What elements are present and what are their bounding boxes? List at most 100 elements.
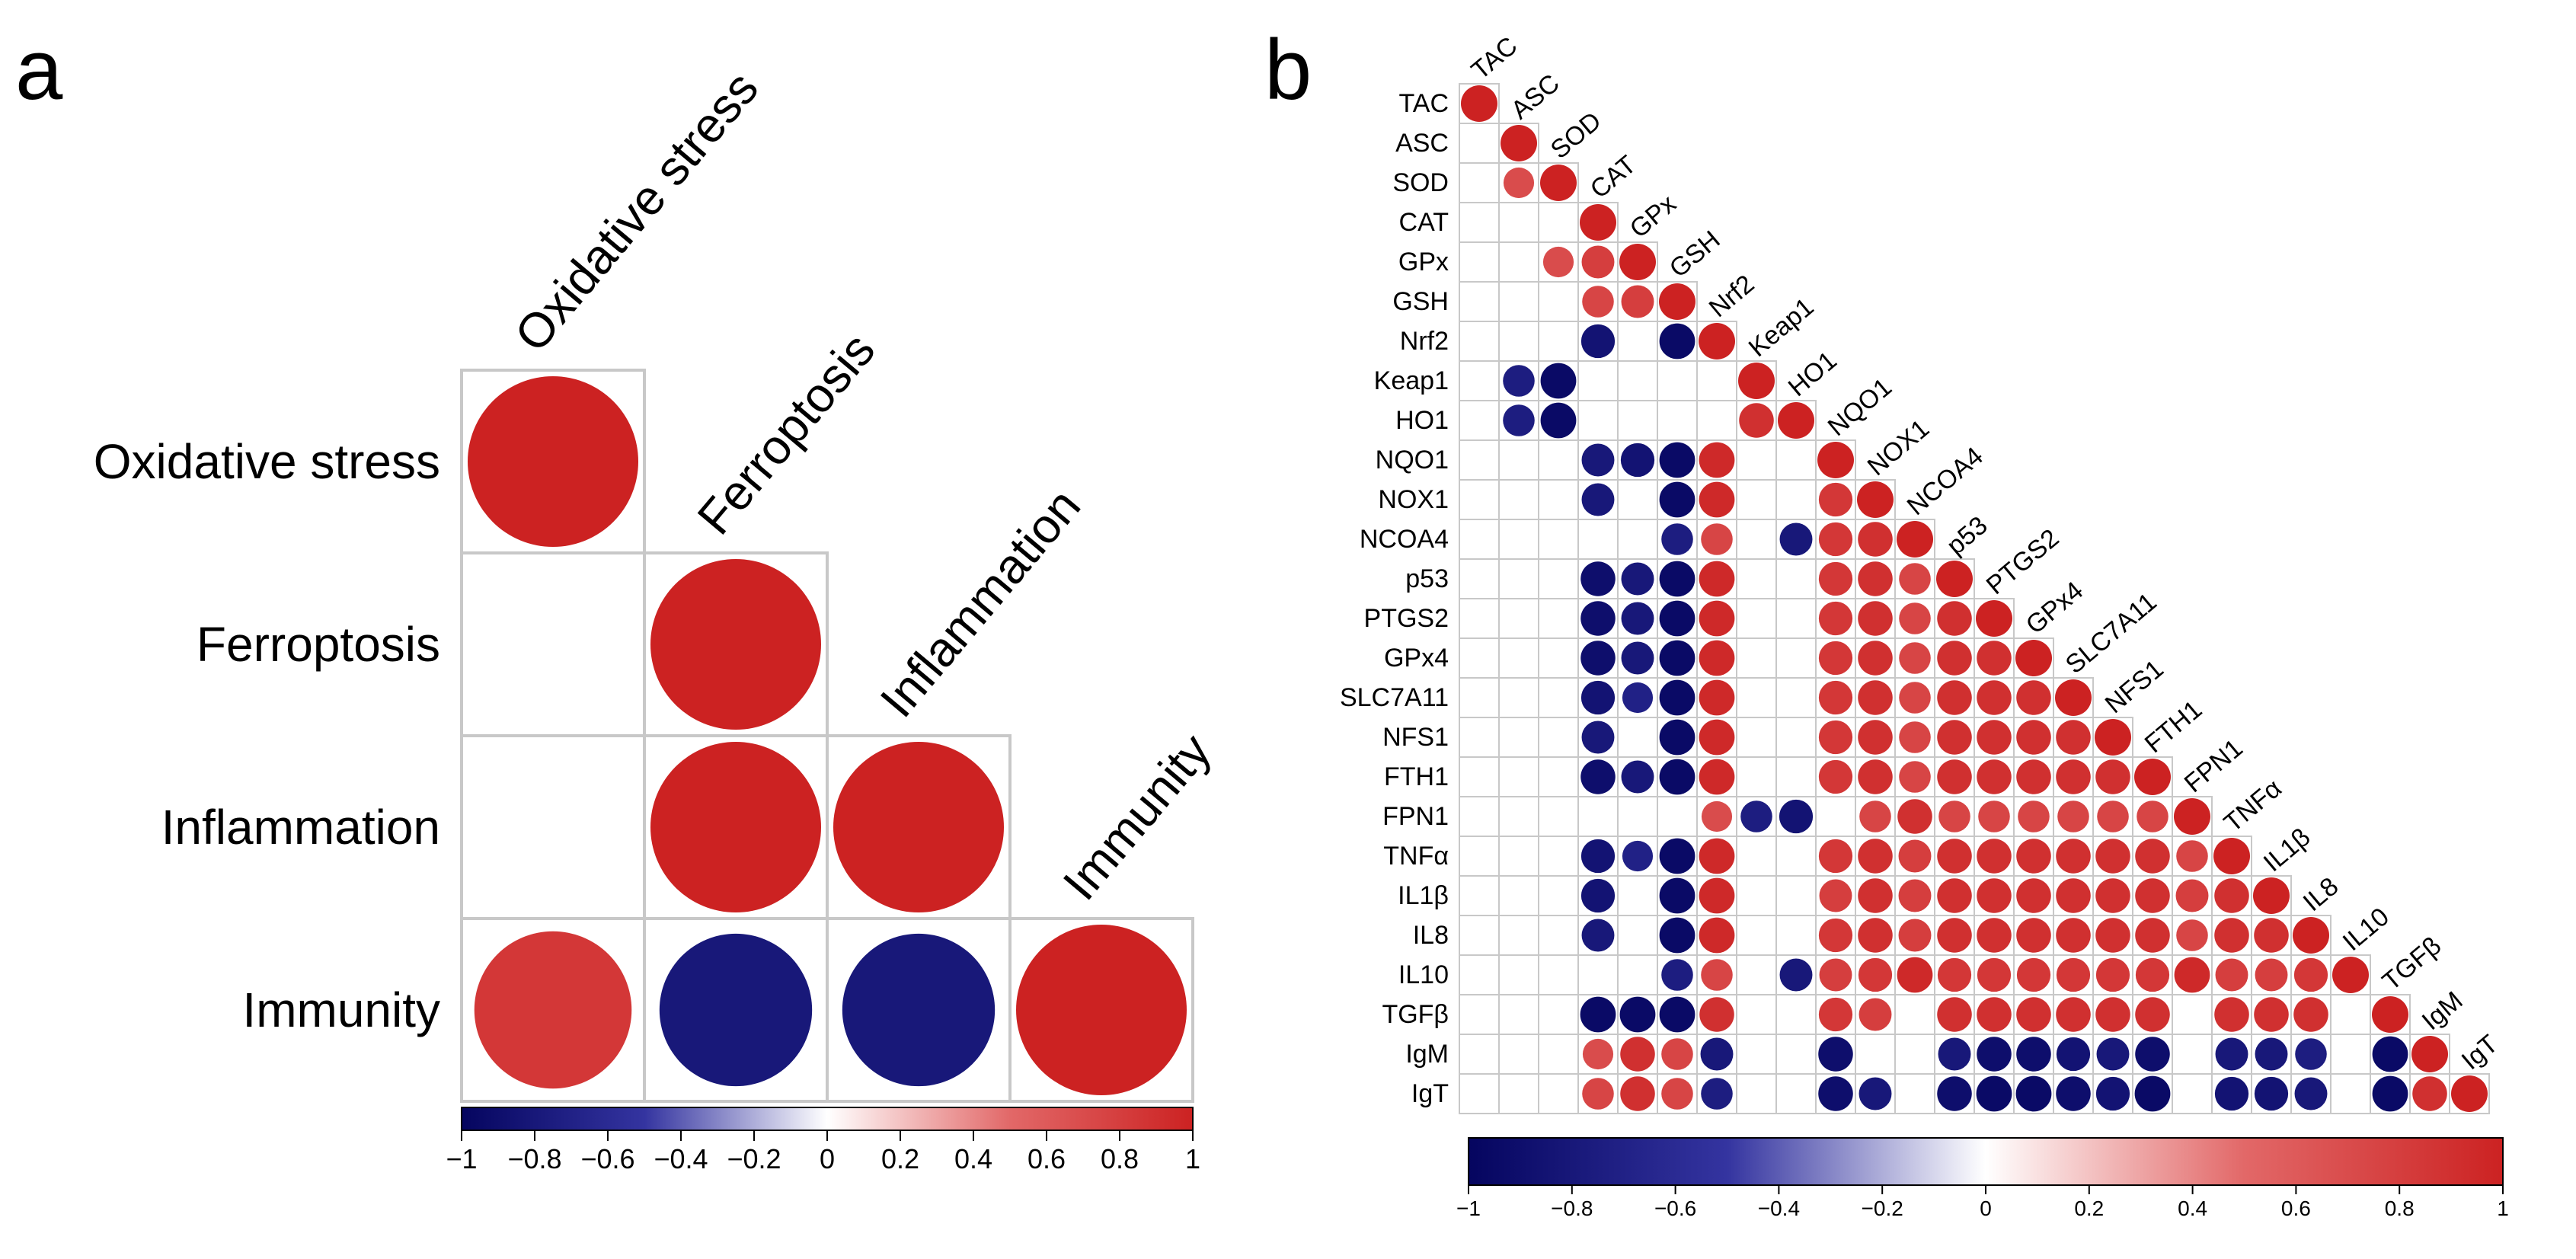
circle-il1-p53 (1937, 878, 1972, 913)
row-label-gsh: GSH (1392, 287, 1449, 316)
circle-il10-fpn1 (2174, 957, 2210, 993)
cell-fpn1-gpx (1617, 796, 1658, 837)
cell-tgf-asc (1498, 994, 1539, 1035)
cell-ncoa4-tac (1459, 519, 1500, 560)
circle-tnf-nrf2 (1699, 838, 1735, 874)
cell-tgf-keap1 (1736, 994, 1777, 1035)
cell-igt-ho1 (1775, 1073, 1817, 1114)
cell-fth1-keap1 (1736, 756, 1777, 797)
column-label-sod: SOD (1545, 107, 1607, 165)
circle-ptgs2-ncoa4 (1899, 602, 1931, 634)
circle-tgf-cat (1580, 996, 1616, 1033)
circle-il8-p53 (1937, 918, 1972, 953)
circle-il1-slc7a11 (2056, 878, 2091, 913)
circle-il1-nrf2 (1699, 877, 1735, 914)
row-label-ferroptosis: Ferroptosis (197, 617, 440, 672)
circle-ptgs2-nrf2 (1699, 600, 1735, 637)
color-scale-tick-label: −0.8 (1551, 1197, 1593, 1220)
circle-nrf2-nrf2 (1699, 323, 1735, 359)
circle-il1-il1 (2253, 877, 2290, 914)
circle-tgf-il1 (2254, 997, 2289, 1032)
circle-il10-il8 (2293, 957, 2328, 992)
cell-ncoa4-keap1 (1736, 519, 1777, 560)
cell-tgf-il10 (2330, 994, 2371, 1035)
cell-tgf-fpn1 (2172, 994, 2213, 1035)
color-scale-tick-label: 0.8 (1101, 1143, 1139, 1174)
circle-fth1-gpx (1621, 760, 1654, 794)
cell-ncoa4-asc (1498, 519, 1539, 560)
row-label-nrf2: Nrf2 (1400, 327, 1449, 356)
row-label-fth1: FTH1 (1384, 762, 1449, 791)
circle-il8-gpx4 (2016, 918, 2051, 953)
circle-fpn1-gpx4 (2018, 800, 2050, 832)
circle-ncoa4-nrf2 (1701, 523, 1733, 555)
cell-il1-keap1 (1736, 875, 1777, 916)
cell-fpn1-asc (1498, 796, 1539, 837)
circle-gpx4-cat (1580, 641, 1616, 676)
circle-il10-nrf2 (1701, 959, 1733, 991)
circle-nox1-gsh (1659, 481, 1695, 518)
cell-keap1-gpx (1617, 360, 1658, 401)
circle-ptgs2-gpx (1621, 602, 1654, 635)
circle-tgf-nox1 (1858, 998, 1892, 1031)
color-scale-tick-label: 0.6 (1028, 1143, 1066, 1174)
circle-il1-nox1 (1858, 878, 1893, 913)
circle-il1-ptgs2 (1977, 878, 2012, 913)
circle-fpn1-p53 (1938, 800, 1970, 832)
circle-il1-nfs1 (2095, 878, 2130, 913)
cell-gpx4-ho1 (1775, 637, 1817, 679)
circle-gpx4-nrf2 (1699, 640, 1735, 676)
cell-il8-keap1 (1736, 915, 1777, 956)
circle-tgf-p53 (1937, 997, 1972, 1032)
cell-gpx-tac (1459, 241, 1500, 283)
circle-tgf-slc7a11 (2056, 997, 2091, 1032)
circle-nfs1-ptgs2 (1977, 720, 2012, 755)
cell-gsh-asc (1498, 281, 1539, 322)
cell-nfs1-ho1 (1775, 717, 1817, 758)
circle-tgf-ptgs2 (1977, 997, 2012, 1032)
column-label-gpx4: GPx4 (2021, 576, 2089, 640)
circle-il8-nox1 (1858, 918, 1893, 953)
row-label-nox1: NOX1 (1378, 485, 1449, 514)
circle-nox1-nqo1 (1818, 482, 1853, 517)
circle-ptgs2-nox1 (1858, 601, 1893, 636)
circle-nfs1-ncoa4 (1899, 721, 1931, 753)
circle-il1-gsh (1659, 877, 1695, 914)
cell-nox1-gpx (1617, 479, 1658, 520)
cell-il1-ho1 (1775, 875, 1817, 916)
circle-gpx4-nqo1 (1818, 641, 1853, 676)
circle-fpn1-nox1 (1859, 800, 1891, 832)
cell-fpn1-cat (1577, 796, 1619, 837)
circle-tac-tac (1461, 85, 1497, 122)
circle-fth1-nrf2 (1699, 759, 1735, 795)
cell-tnf-keap1 (1736, 836, 1777, 877)
cell-igm-il10 (2330, 1034, 2371, 1075)
cell-ncoa4-sod (1538, 519, 1579, 560)
circle-fth1-nox1 (1858, 759, 1893, 794)
circle-ncoa4-ho1 (1779, 522, 1813, 556)
cell-ncoa4-gpx (1617, 519, 1658, 560)
cell-nfs1-keap1 (1736, 717, 1777, 758)
circle-ncoa4-nox1 (1858, 522, 1893, 557)
circle-il8-slc7a11 (2056, 918, 2091, 953)
row-label-igt: IgT (1411, 1079, 1449, 1108)
circle-tnf-gpx4 (2016, 839, 2051, 874)
color-scale-tick-label: −1 (1456, 1197, 1481, 1220)
circle-nfs1-p53 (1937, 720, 1972, 755)
cell-igm-ho1 (1775, 1034, 1817, 1075)
cell-igt-tac (1459, 1073, 1500, 1114)
color-scale-tick-label: 1 (2497, 1197, 2509, 1220)
column-label-nrf2: Nrf2 (1704, 270, 1760, 323)
circle-igm-gsh (1661, 1038, 1693, 1070)
cell-keap1-gsh (1657, 360, 1698, 401)
color-scale-tick-label: −0.2 (727, 1143, 781, 1174)
circle-igm-il1 (2255, 1037, 2288, 1071)
circle-gpx4-ptgs2 (1977, 641, 2012, 676)
circle-il10-fth1 (2135, 957, 2170, 992)
panel-a-label: a (15, 22, 63, 117)
circle-tgf-gsh (1659, 996, 1695, 1033)
panel-b-correlation-matrix: TACASCSODCATGPxGSHNrf2Keap1HO1NQO1NOX1NC… (1340, 31, 2509, 1220)
column-label-cat: CAT (1585, 150, 1642, 204)
cell-cat-sod (1538, 202, 1579, 243)
circle-gpx4-nox1 (1858, 641, 1893, 676)
